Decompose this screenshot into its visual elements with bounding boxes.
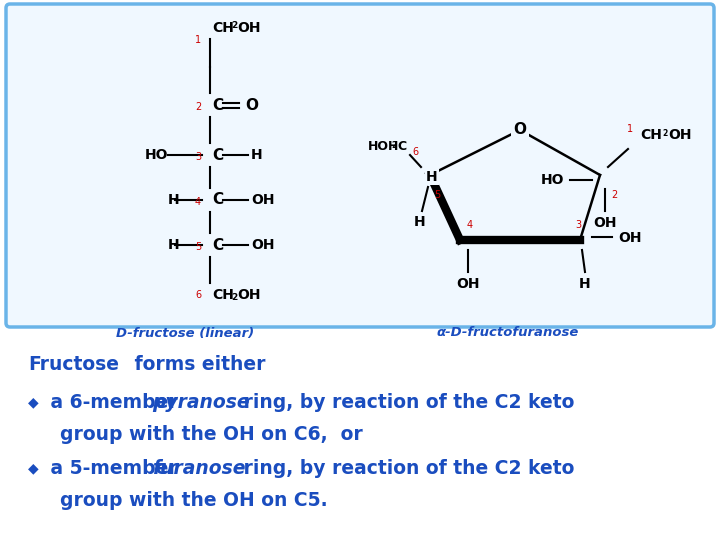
Text: 2: 2 bbox=[231, 293, 238, 301]
Text: C: C bbox=[212, 238, 223, 253]
Text: 1: 1 bbox=[195, 35, 201, 45]
FancyBboxPatch shape bbox=[6, 4, 714, 327]
Text: a 6-member: a 6-member bbox=[44, 393, 184, 411]
Text: OH: OH bbox=[456, 277, 480, 291]
Text: CH: CH bbox=[640, 128, 662, 142]
Text: OH: OH bbox=[593, 216, 617, 230]
Text: C: C bbox=[397, 140, 406, 153]
Text: forms either: forms either bbox=[128, 355, 266, 375]
Text: a 5-member: a 5-member bbox=[44, 458, 184, 477]
Text: HOH: HOH bbox=[368, 140, 400, 153]
Text: ring, by reaction of the C2 keto: ring, by reaction of the C2 keto bbox=[237, 393, 575, 411]
Text: C: C bbox=[212, 98, 223, 112]
Text: 2: 2 bbox=[231, 22, 238, 30]
Text: ◆: ◆ bbox=[28, 461, 39, 475]
Text: H: H bbox=[168, 193, 179, 207]
Text: 3: 3 bbox=[195, 152, 201, 162]
Text: H: H bbox=[414, 215, 426, 229]
Text: 2: 2 bbox=[611, 190, 617, 200]
Text: H: H bbox=[251, 148, 263, 162]
Text: HO: HO bbox=[145, 148, 168, 162]
Text: group with the OH on C6,  or: group with the OH on C6, or bbox=[60, 426, 363, 444]
Text: OH: OH bbox=[251, 238, 274, 252]
Text: OH: OH bbox=[668, 128, 691, 142]
Text: C: C bbox=[212, 147, 223, 163]
Text: CH: CH bbox=[212, 288, 234, 302]
Text: H: H bbox=[168, 238, 179, 252]
Text: 4: 4 bbox=[467, 220, 473, 230]
Text: group with the OH on C5.: group with the OH on C5. bbox=[60, 491, 328, 510]
Text: 5: 5 bbox=[195, 242, 201, 252]
Text: 5: 5 bbox=[434, 190, 440, 200]
Text: 3: 3 bbox=[575, 220, 581, 230]
Text: Fructose: Fructose bbox=[28, 355, 119, 375]
Text: C: C bbox=[212, 192, 223, 207]
Text: ring, by reaction of the C2 keto: ring, by reaction of the C2 keto bbox=[237, 458, 575, 477]
Text: OH: OH bbox=[237, 21, 261, 35]
Text: H: H bbox=[426, 170, 438, 184]
Text: ◆: ◆ bbox=[28, 395, 39, 409]
Text: α-D-fructofuranose: α-D-fructofuranose bbox=[437, 327, 579, 340]
Text: 1: 1 bbox=[627, 124, 633, 134]
Text: OH: OH bbox=[618, 231, 642, 245]
Text: 4: 4 bbox=[195, 197, 201, 207]
Text: CH: CH bbox=[212, 21, 234, 35]
Text: O: O bbox=[513, 123, 526, 138]
Text: furanose: furanose bbox=[152, 458, 246, 477]
Text: OH: OH bbox=[251, 193, 274, 207]
Text: 2: 2 bbox=[662, 129, 667, 138]
Text: 6: 6 bbox=[195, 290, 201, 300]
Text: HO: HO bbox=[540, 173, 564, 187]
Text: pyranose: pyranose bbox=[152, 393, 250, 411]
Text: 2: 2 bbox=[195, 102, 201, 112]
Text: 2: 2 bbox=[391, 140, 396, 150]
Text: H: H bbox=[579, 277, 591, 291]
Text: 6: 6 bbox=[412, 147, 418, 157]
Text: O: O bbox=[245, 98, 258, 112]
Text: D-fructose (linear): D-fructose (linear) bbox=[116, 327, 254, 340]
Text: OH: OH bbox=[237, 288, 261, 302]
